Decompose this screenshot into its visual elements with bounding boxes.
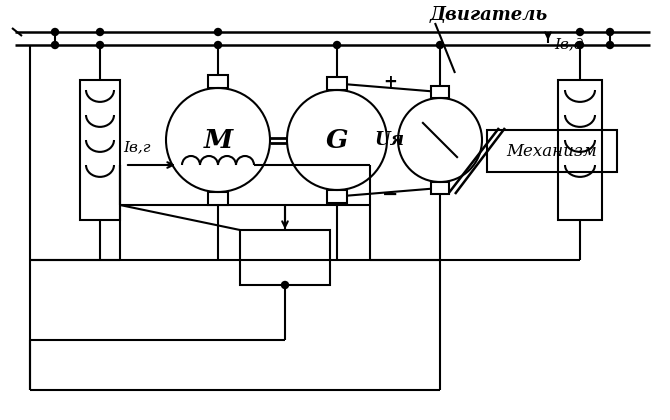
Bar	[327, 190, 347, 203]
Text: +: +	[383, 73, 397, 91]
Bar	[487, 130, 617, 172]
Circle shape	[576, 42, 584, 48]
Circle shape	[52, 42, 58, 48]
Circle shape	[436, 42, 444, 48]
Circle shape	[96, 29, 103, 36]
Bar	[431, 182, 449, 194]
Circle shape	[96, 42, 103, 48]
Circle shape	[334, 42, 340, 48]
Circle shape	[606, 29, 614, 36]
Bar	[558, 80, 602, 220]
Text: G: G	[326, 128, 348, 152]
Circle shape	[214, 42, 222, 48]
Text: Механизм: Механизм	[507, 142, 598, 160]
Circle shape	[52, 29, 58, 36]
Text: −: −	[382, 184, 398, 204]
Text: Uя: Uя	[375, 131, 405, 149]
Bar	[80, 80, 120, 220]
Circle shape	[214, 29, 222, 36]
Bar	[431, 86, 449, 98]
Circle shape	[606, 42, 614, 48]
Bar	[208, 75, 228, 88]
Text: M: M	[204, 128, 232, 152]
Text: Iв,г: Iв,г	[123, 140, 151, 154]
Text: Двигатель: Двигатель	[430, 6, 548, 24]
Bar	[327, 77, 347, 90]
Text: Iв,д: Iв,д	[554, 37, 584, 51]
Bar	[208, 192, 228, 205]
Circle shape	[281, 281, 289, 289]
Bar	[240, 230, 330, 285]
Circle shape	[576, 29, 584, 36]
